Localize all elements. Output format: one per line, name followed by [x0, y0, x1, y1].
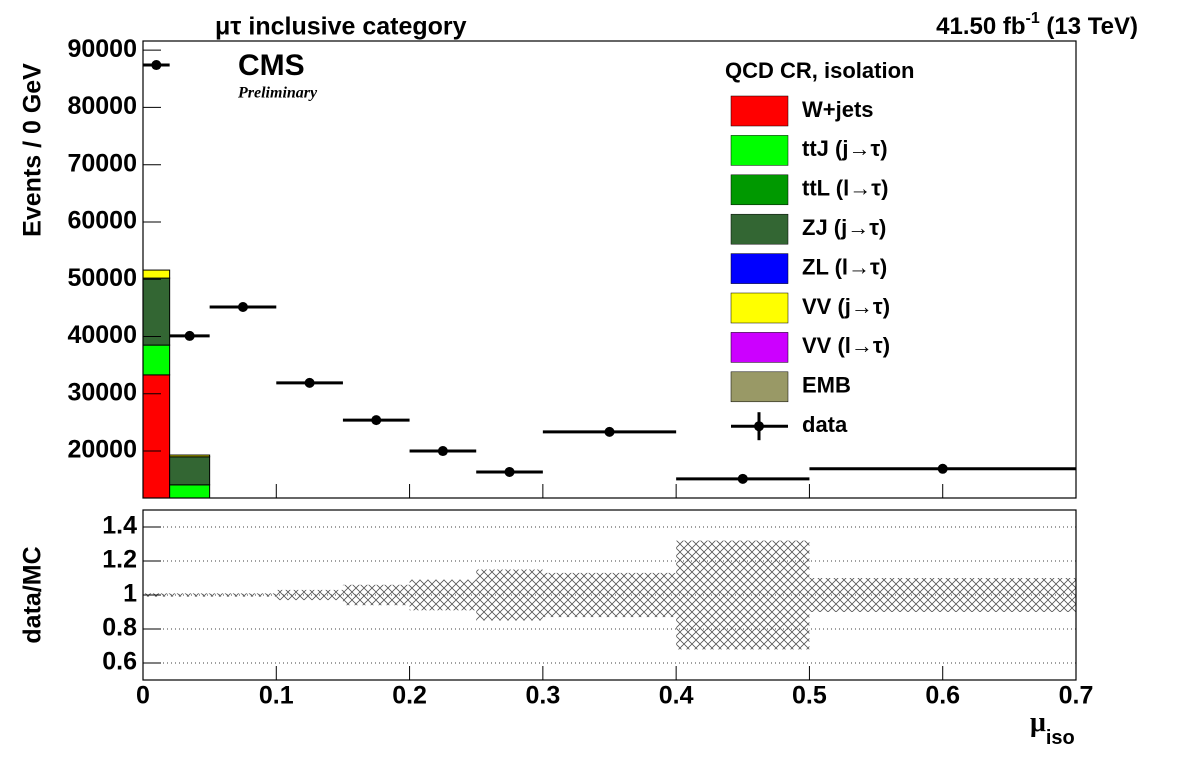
y-tick-label: 70000: [67, 149, 137, 177]
data-point: [151, 60, 162, 71]
x-axis-symbol: μ: [1030, 707, 1046, 738]
data-point: [304, 377, 315, 388]
y-tick-label: 50000: [67, 264, 137, 292]
y-tick-label: 1: [123, 580, 137, 608]
legend-swatch: [730, 253, 789, 284]
y-tick-label: 40000: [67, 321, 137, 349]
lumi-text: 41.50 fb: [936, 13, 1025, 40]
legend-data-marker: [754, 421, 764, 432]
y-tick-label: 80000: [67, 92, 137, 120]
x-tick-label: 0.1: [259, 682, 294, 710]
stack-segment: [169, 456, 211, 486]
y-tick-label: 20000: [67, 436, 137, 464]
stack-segment: [143, 269, 171, 279]
uncertainty-band: [276, 589, 343, 601]
y-tick-label: 90000: [67, 35, 137, 63]
plot-frame: [142, 40, 1077, 499]
data-point: [504, 466, 515, 477]
data-point: [371, 415, 382, 426]
y-tick-label: 60000: [67, 207, 137, 235]
x-axis-label: μiso: [1030, 707, 1075, 749]
experiment: CMS: [238, 49, 305, 82]
uncertainty-band: [169, 593, 210, 597]
lumi-sup: -1: [1026, 10, 1040, 27]
legend-label: W+jets: [802, 97, 874, 122]
legend-swatch: [730, 332, 789, 363]
lumi: 41.50 fb-1 (13 TeV): [936, 10, 1138, 40]
x-tick-label: 0.6: [925, 682, 960, 710]
legend-title: QCD CR, isolation: [725, 58, 914, 83]
x-tick-label: 0.3: [525, 682, 560, 710]
legend-swatch: [730, 174, 789, 206]
uncertainty-band: [342, 584, 410, 606]
data-point: [737, 473, 748, 484]
title: μτ inclusive category: [215, 13, 467, 41]
data-point: [437, 446, 448, 457]
stack-segment: [169, 454, 211, 458]
data-point: [237, 302, 248, 313]
legend-label: VV (j→τ): [802, 294, 890, 319]
legend-label: ZJ (j→τ): [802, 215, 886, 240]
x-tick-label: 0.2: [392, 682, 427, 710]
uncertainty-band: [476, 569, 543, 621]
y-tick-label: 30000: [67, 378, 137, 406]
legend-swatch: [730, 95, 789, 127]
stack-group: [143, 269, 211, 498]
legend-swatch: [730, 371, 789, 403]
stack-segment: [143, 277, 171, 346]
x-tick-label: 0.5: [792, 682, 827, 710]
stack-segment: [143, 344, 171, 376]
uncertainty-band: [209, 593, 277, 597]
x-tick-label: 0.7: [1059, 682, 1094, 710]
legend-swatch: [730, 213, 789, 245]
y-tick-label: 1.4: [102, 512, 137, 540]
y-axis-label: Events / 0 GeV: [19, 63, 47, 237]
legend-swatch: [730, 292, 789, 324]
lumi-suffix: (13 TeV): [1040, 13, 1138, 40]
y-tick-label: 0.6: [102, 648, 137, 676]
x-tick-label: 0: [136, 682, 150, 710]
y-tick-label: 0.8: [102, 614, 137, 642]
data-point: [184, 330, 195, 341]
y-tick-label: 1.2: [102, 546, 137, 574]
uncertainty-band: [409, 579, 477, 611]
x-axis-sub: iso: [1046, 727, 1075, 749]
legend-label: ttJ (j→τ): [802, 136, 888, 161]
ratio-y-axis-label: data/MC: [19, 546, 47, 643]
uncertainty-band: [542, 572, 677, 618]
legend-label: data: [802, 412, 848, 437]
legend-label: ttL (l→τ): [802, 176, 888, 201]
uncertainty-band: [809, 578, 1076, 612]
data-point: [604, 426, 615, 437]
legend-swatch: [730, 135, 789, 166]
legend-label: ZL (l→τ): [802, 254, 887, 279]
data-point: [937, 463, 948, 474]
status: Preliminary: [237, 85, 318, 102]
legend-label: VV (l→τ): [802, 333, 890, 358]
stack-segment: [143, 374, 171, 498]
legend-label: EMB: [802, 373, 851, 398]
x-tick-label: 0.4: [659, 682, 694, 710]
ratio-frame: [142, 509, 1077, 681]
uncertainty-band: [676, 540, 810, 650]
